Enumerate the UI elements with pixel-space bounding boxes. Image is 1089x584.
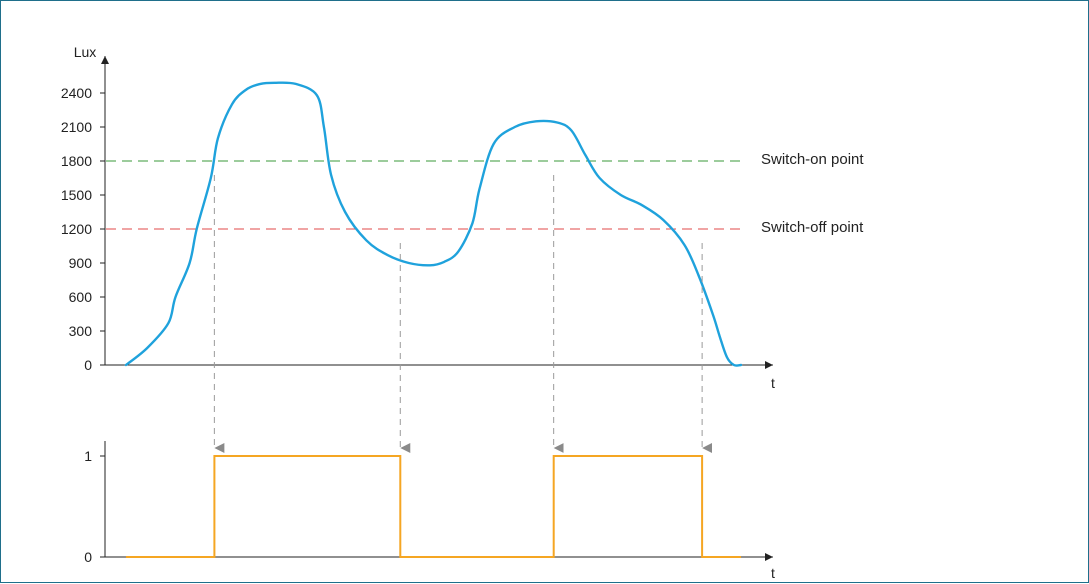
upper-y-tick-label: 2400 <box>61 85 92 101</box>
lower-y-tick-label: 1 <box>84 448 92 464</box>
upper-y-tick-label: 0 <box>84 357 92 373</box>
upper-y-tick-label: 2100 <box>61 119 92 135</box>
lower-axes: t <box>104 441 775 581</box>
upper-y-tick-label: 1500 <box>61 187 92 203</box>
switch-projection-arrows <box>213 175 713 453</box>
switch-signal <box>126 455 741 558</box>
switch-off-label: Switch-off point <box>761 219 864 236</box>
upper-axes: Lux t <box>74 44 775 391</box>
switch-on-label: Switch-on point <box>761 151 864 168</box>
lower-y-ticks: 01 <box>84 448 105 565</box>
upper-y-ticks: 0 300 600 900 1200 1500 1800 2100 2400 <box>61 85 105 373</box>
upper-y-tick-label: 900 <box>69 255 93 271</box>
upper-y-tick-label: 1800 <box>61 153 92 169</box>
switch-signal-line <box>126 455 741 558</box>
upper-y-tick-label: 1200 <box>61 221 92 237</box>
upper-y-tick-label: 300 <box>69 323 93 339</box>
upper-y-axis-label: Lux <box>74 44 97 60</box>
upper-y-tick-label: 600 <box>69 289 93 305</box>
lux-curve-line <box>124 81 743 367</box>
lux-curve <box>124 81 743 367</box>
lower-y-tick-label: 0 <box>84 549 92 565</box>
lower-x-axis-label: t <box>771 565 775 581</box>
threshold-lines: Switch-on point Switch-off point <box>106 151 864 236</box>
upper-x-axis-label: t <box>771 375 775 391</box>
